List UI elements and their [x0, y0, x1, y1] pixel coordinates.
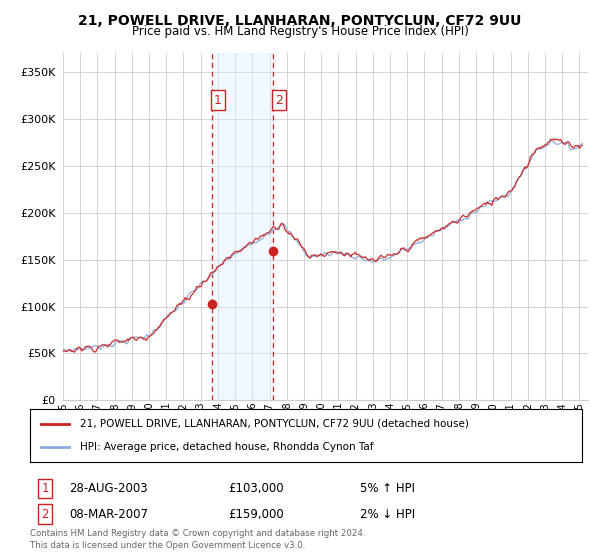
Text: Price paid vs. HM Land Registry's House Price Index (HPI): Price paid vs. HM Land Registry's House …	[131, 25, 469, 38]
Text: 08-MAR-2007: 08-MAR-2007	[69, 507, 148, 521]
Text: 21, POWELL DRIVE, LLANHARAN, PONTYCLUN, CF72 9UU: 21, POWELL DRIVE, LLANHARAN, PONTYCLUN, …	[79, 14, 521, 28]
Bar	[212, 53, 273, 400]
Text: Contains HM Land Registry data © Crown copyright and database right 2024.: Contains HM Land Registry data © Crown c…	[30, 529, 365, 538]
Text: This data is licensed under the Open Government Licence v3.0.: This data is licensed under the Open Gov…	[30, 541, 305, 550]
Text: 28-AUG-2003: 28-AUG-2003	[69, 482, 148, 495]
Text: 21, POWELL DRIVE, LLANHARAN, PONTYCLUN, CF72 9UU (detached house): 21, POWELL DRIVE, LLANHARAN, PONTYCLUN, …	[80, 419, 469, 429]
Text: £103,000: £103,000	[228, 482, 284, 495]
Text: 1: 1	[41, 482, 49, 495]
Text: HPI: Average price, detached house, Rhondda Cynon Taf: HPI: Average price, detached house, Rhon…	[80, 442, 373, 452]
Text: 2: 2	[41, 507, 49, 521]
Text: 5% ↑ HPI: 5% ↑ HPI	[360, 482, 415, 495]
Text: 2% ↓ HPI: 2% ↓ HPI	[360, 507, 415, 521]
Text: £159,000: £159,000	[228, 507, 284, 521]
Text: 2: 2	[275, 94, 283, 106]
Text: 1: 1	[214, 94, 222, 106]
